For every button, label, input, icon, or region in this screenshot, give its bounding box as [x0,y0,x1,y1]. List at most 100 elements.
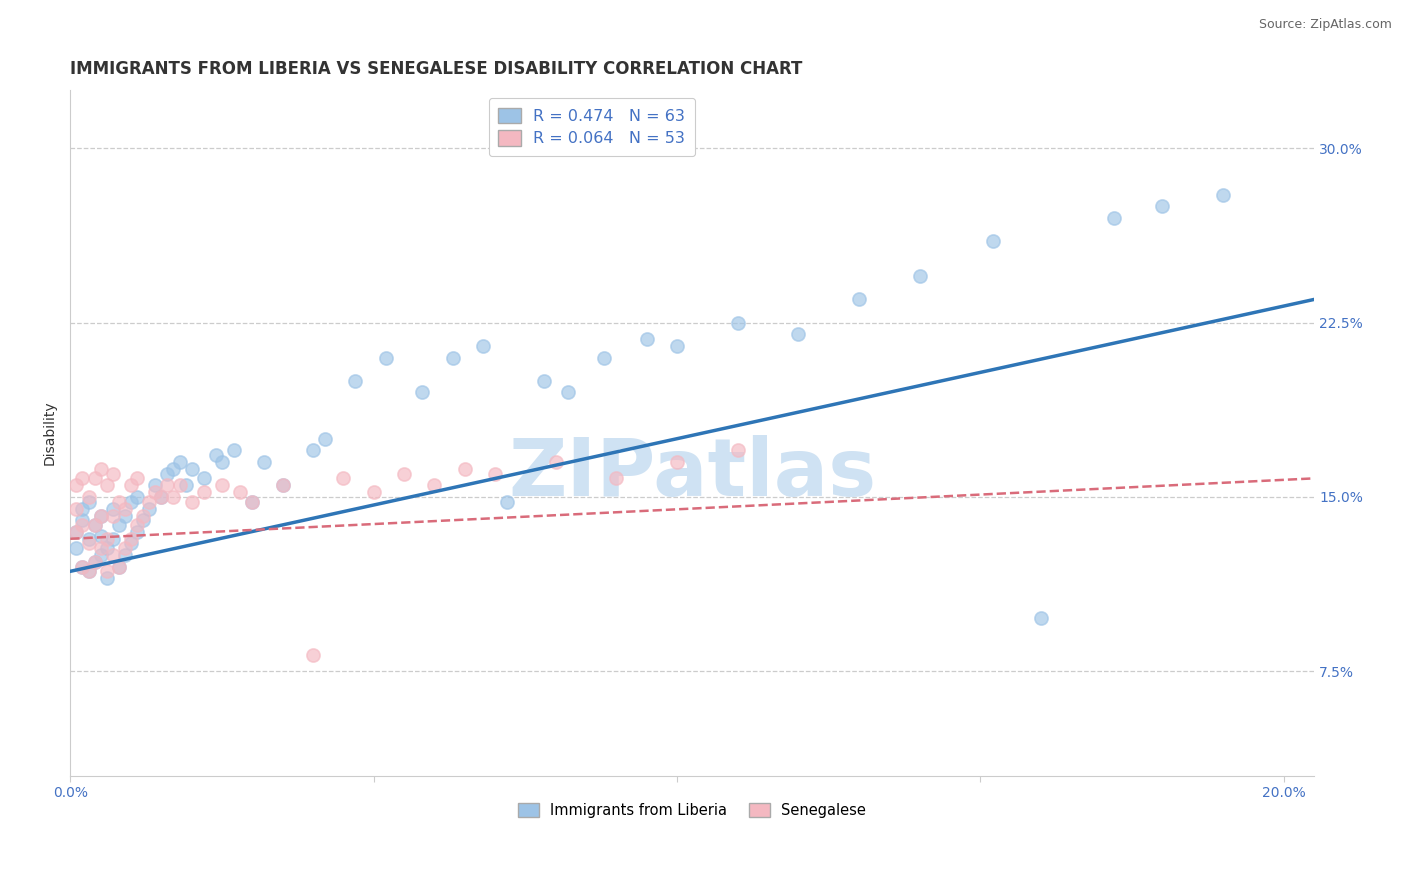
Point [1152,199,1174,213]
Point [411,385,433,400]
Point [156,467,179,481]
Point [125,471,148,485]
Point [253,455,276,469]
Point [211,455,233,469]
Point [180,494,202,508]
Point [72,513,94,527]
Point [593,351,616,365]
Point [169,455,191,469]
Point [101,467,124,481]
Y-axis label: Disability: Disability [44,401,58,466]
Legend: Immigrants from Liberia, Senegalese: Immigrants from Liberia, Senegalese [512,797,872,823]
Point [120,494,142,508]
Point [302,648,325,662]
Point [65,524,87,539]
Point [83,555,105,569]
Point [132,513,155,527]
Point [205,448,228,462]
Point [83,517,105,532]
Point [72,517,94,532]
Point [392,467,415,481]
Point [72,559,94,574]
Point [314,432,336,446]
Point [193,471,215,485]
Point [108,517,131,532]
Point [132,508,155,523]
Point [65,478,87,492]
Point [441,351,464,365]
Point [344,374,367,388]
Point [72,559,94,574]
Point [114,508,136,523]
Point [1102,211,1125,225]
Point [666,339,689,353]
Point [787,327,810,342]
Point [108,559,131,574]
Point [77,490,100,504]
Point [114,501,136,516]
Point [605,471,627,485]
Point [138,501,160,516]
Point [101,508,124,523]
Point [636,332,658,346]
Point [96,564,118,578]
Point [496,494,519,508]
Point [224,443,246,458]
Point [125,517,148,532]
Point [101,532,124,546]
Point [101,501,124,516]
Point [544,455,567,469]
Point [90,548,112,562]
Point [72,471,94,485]
Point [77,564,100,578]
Point [150,490,173,504]
Point [156,478,179,492]
Text: Source: ZipAtlas.com: Source: ZipAtlas.com [1258,18,1392,31]
Point [138,494,160,508]
Point [125,490,148,504]
Point [120,536,142,550]
Point [193,485,215,500]
Point [240,494,263,508]
Point [727,443,749,458]
Point [83,471,105,485]
Point [332,471,354,485]
Point [65,524,87,539]
Point [101,548,124,562]
Point [374,351,396,365]
Point [533,374,555,388]
Point [125,524,148,539]
Point [65,541,87,555]
Point [72,501,94,516]
Point [77,494,100,508]
Point [96,532,118,546]
Point [114,541,136,555]
Point [77,536,100,550]
Point [120,478,142,492]
Point [180,462,202,476]
Point [83,517,105,532]
Point [727,316,749,330]
Point [108,559,131,574]
Point [120,532,142,546]
Point [271,478,294,492]
Point [454,462,477,476]
Point [65,501,87,516]
Point [108,494,131,508]
Point [90,529,112,543]
Point [423,478,446,492]
Point [77,564,100,578]
Point [90,462,112,476]
Point [302,443,325,458]
Point [229,485,252,500]
Point [363,485,385,500]
Text: IMMIGRANTS FROM LIBERIA VS SENEGALESE DISABILITY CORRELATION CHART: IMMIGRANTS FROM LIBERIA VS SENEGALESE DI… [70,60,803,78]
Point [471,339,494,353]
Point [77,532,100,546]
Point [162,490,184,504]
Point [114,548,136,562]
Point [169,478,191,492]
Point [484,467,506,481]
Point [240,494,263,508]
Point [143,485,166,500]
